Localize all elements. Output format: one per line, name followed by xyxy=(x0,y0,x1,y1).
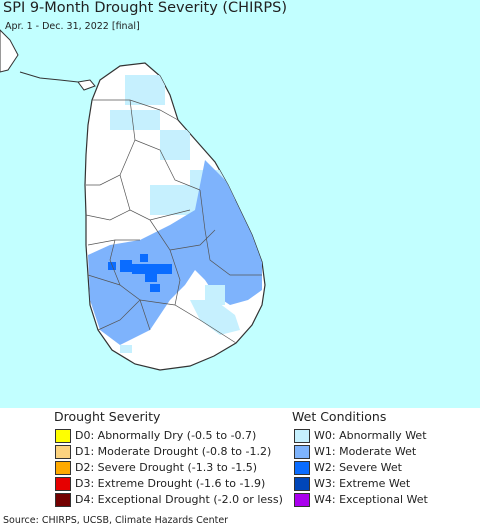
swatch-w1 xyxy=(294,444,310,459)
legend-item-d0: D0: Abnormally Dry (-0.5 to -0.7) xyxy=(55,428,256,443)
wet-legend-title: Wet Conditions xyxy=(292,409,387,424)
legend-label-w4: W4: Exceptional Wet xyxy=(314,493,428,506)
legend-item-w2: W2: Severe Wet xyxy=(294,460,402,475)
legend-item-d1: D1: Moderate Drought (-0.8 to -1.2) xyxy=(55,444,271,459)
legend-label-w3: W3: Extreme Wet xyxy=(314,477,411,490)
legend-label-d1: D1: Moderate Drought (-0.8 to -1.2) xyxy=(75,445,272,458)
source-credit: Source: CHIRPS, UCSB, Climate Hazards Ce… xyxy=(3,515,229,526)
legend-label-d2: D2: Severe Drought (-1.3 to -1.5) xyxy=(75,461,258,474)
mannar-island xyxy=(77,79,96,91)
map-subtitle: Apr. 1 - Dec. 31, 2022 [final] xyxy=(5,21,140,32)
legend-label-w2: W2: Severe Wet xyxy=(314,461,402,474)
legend-item-w3: W3: Extreme Wet xyxy=(294,476,410,491)
adams-bridge xyxy=(19,71,79,83)
swatch-d0 xyxy=(55,428,71,443)
sri-lanka-map xyxy=(0,29,266,371)
swatch-w3 xyxy=(294,476,310,491)
swatch-d3 xyxy=(55,476,71,491)
legend-item-w4: W4: Exceptional Wet xyxy=(294,492,428,507)
swatch-w4 xyxy=(294,492,310,507)
swatch-d4 xyxy=(55,492,71,507)
swatch-w2 xyxy=(294,460,310,475)
swatch-d1 xyxy=(55,444,71,459)
legend-item-d3: D3: Extreme Drought (-1.6 to -1.9) xyxy=(55,476,265,491)
legend-label-d4: D4: Exceptional Drought (-2.0 or less) xyxy=(75,493,283,506)
map-panel: SPI 9-Month Drought Severity (CHIRPS) Ap… xyxy=(0,0,480,408)
legend-label-d0: D0: Abnormally Dry (-0.5 to -0.7) xyxy=(75,429,257,442)
legend-item-w1: W1: Moderate Wet xyxy=(294,444,416,459)
legend-item-d4: D4: Exceptional Drought (-2.0 or less) xyxy=(55,492,283,507)
legend-item-w0: W0: Abnormally Wet xyxy=(294,428,427,443)
wet-conditions-layer xyxy=(88,75,262,353)
legend-label-w1: W1: Moderate Wet xyxy=(314,445,417,458)
swatch-w0 xyxy=(294,428,310,443)
india-coast xyxy=(0,29,19,73)
drought-legend-title: Drought Severity xyxy=(54,409,161,424)
district-borders xyxy=(85,99,262,344)
swatch-d2 xyxy=(55,460,71,475)
legend-item-d2: D2: Severe Drought (-1.3 to -1.5) xyxy=(55,460,257,475)
map-title: SPI 9-Month Drought Severity (CHIRPS) xyxy=(3,0,288,16)
legend-label-d3: D3: Extreme Drought (-1.6 to -1.9) xyxy=(75,477,266,490)
legend-label-w0: W0: Abnormally Wet xyxy=(314,429,427,442)
